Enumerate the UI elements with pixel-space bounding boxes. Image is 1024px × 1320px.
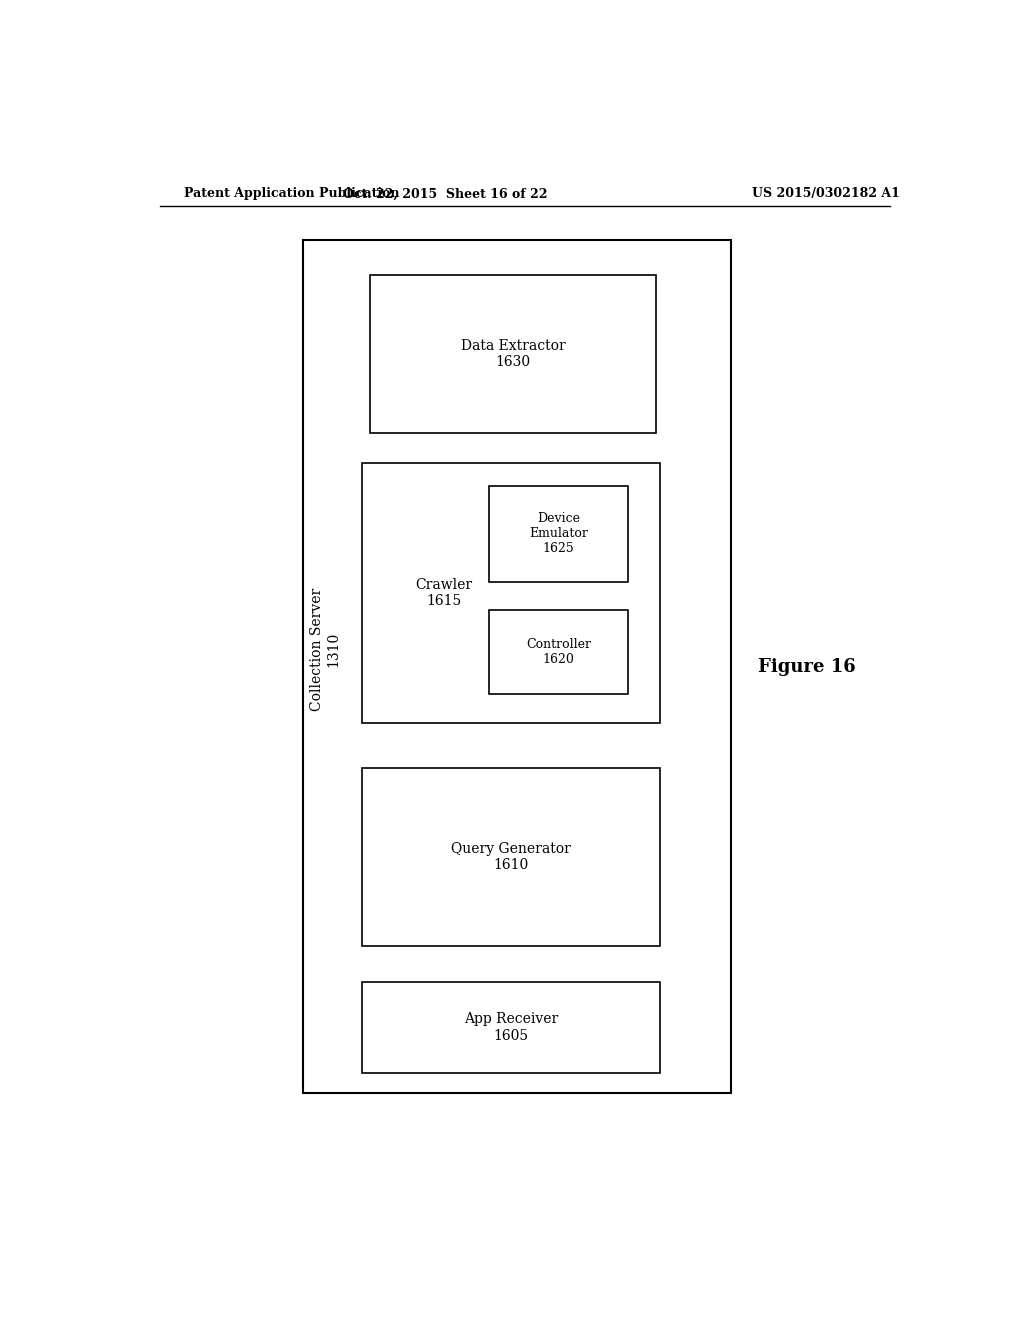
FancyBboxPatch shape xyxy=(303,240,731,1093)
Text: Figure 16: Figure 16 xyxy=(758,657,855,676)
Text: Controller
1620: Controller 1620 xyxy=(526,638,591,665)
Text: Collection Server
1310: Collection Server 1310 xyxy=(309,587,340,711)
Text: Oct. 22, 2015  Sheet 16 of 22: Oct. 22, 2015 Sheet 16 of 22 xyxy=(343,187,548,201)
Text: Patent Application Publication: Patent Application Publication xyxy=(183,187,399,201)
Text: Data Extractor
1630: Data Extractor 1630 xyxy=(461,339,565,370)
Text: Query Generator
1610: Query Generator 1610 xyxy=(451,842,570,873)
FancyBboxPatch shape xyxy=(489,610,628,694)
FancyBboxPatch shape xyxy=(370,276,655,433)
Text: Device
Emulator
1625: Device Emulator 1625 xyxy=(529,512,588,556)
FancyBboxPatch shape xyxy=(362,982,659,1073)
Text: Crawler
1615: Crawler 1615 xyxy=(415,578,472,609)
FancyBboxPatch shape xyxy=(362,768,659,946)
FancyBboxPatch shape xyxy=(489,486,628,582)
Text: US 2015/0302182 A1: US 2015/0302182 A1 xyxy=(753,187,900,201)
FancyBboxPatch shape xyxy=(362,463,659,722)
Text: App Receiver
1605: App Receiver 1605 xyxy=(464,1012,558,1043)
